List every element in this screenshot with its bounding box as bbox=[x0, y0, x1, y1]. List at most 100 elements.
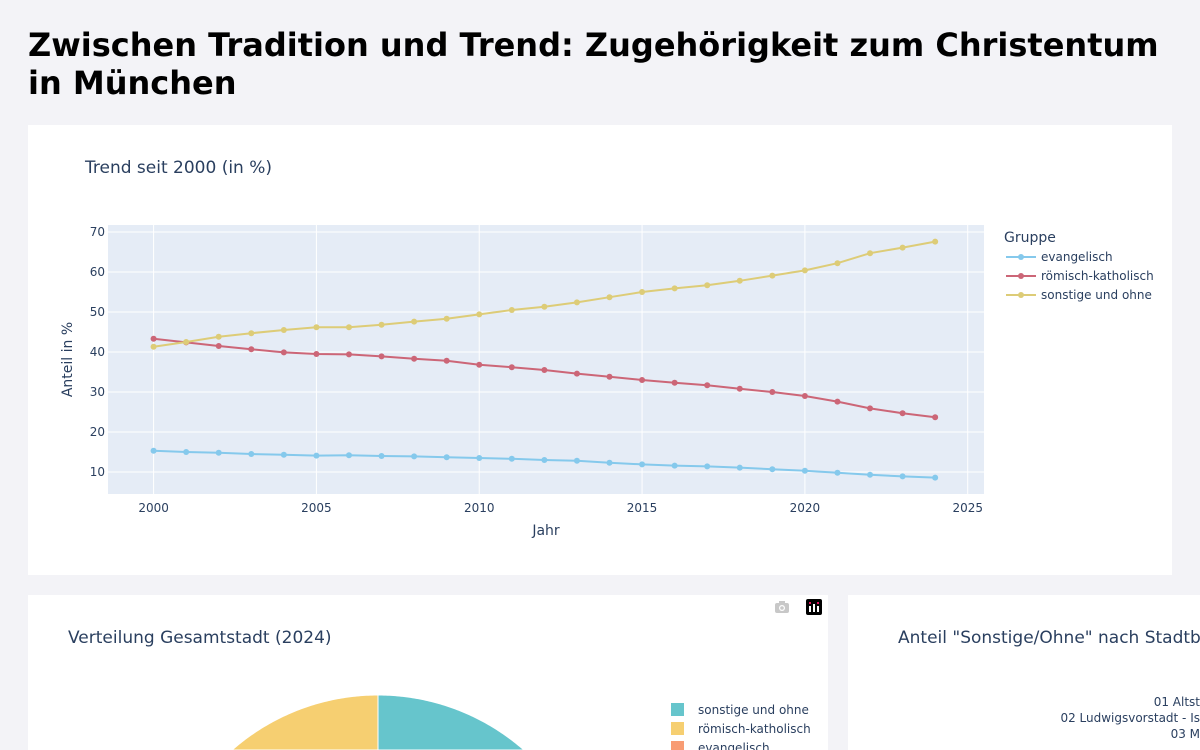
data-point bbox=[476, 361, 483, 368]
y-tick-label: 20 bbox=[90, 425, 105, 439]
page-title: Zwischen Tradition und Trend: Zugehörigk… bbox=[28, 26, 1159, 102]
data-point bbox=[280, 327, 287, 333]
data-point bbox=[378, 321, 385, 328]
data-point bbox=[606, 373, 613, 380]
data-point bbox=[573, 457, 580, 464]
data-point bbox=[932, 474, 939, 481]
data-point bbox=[313, 452, 320, 459]
data-point bbox=[639, 461, 646, 468]
data-point bbox=[801, 267, 808, 274]
x-axis-title: Jahr bbox=[531, 523, 560, 539]
data-point bbox=[508, 364, 515, 371]
legend-marker bbox=[1018, 292, 1024, 298]
camera-icon[interactable] bbox=[774, 600, 790, 614]
data-point bbox=[704, 463, 711, 470]
legend-label: sonstige und ohne bbox=[698, 703, 809, 717]
data-point bbox=[411, 453, 418, 460]
data-point bbox=[736, 464, 743, 471]
data-point bbox=[932, 414, 939, 421]
line-chart: 2000 2005 2010 2015 2020 2025 10 20 30 40 50 60 70 Ja… bbox=[60, 225, 1154, 539]
data-point bbox=[704, 282, 711, 289]
data-point bbox=[443, 357, 450, 364]
data-point bbox=[899, 410, 906, 417]
x-tick-label: 2010 bbox=[464, 501, 495, 515]
data-point bbox=[150, 343, 157, 350]
data-point bbox=[769, 272, 776, 279]
data-point bbox=[215, 449, 222, 456]
data-point bbox=[801, 467, 808, 474]
data-point bbox=[834, 469, 841, 476]
data-point bbox=[801, 393, 808, 399]
y-tick-label: 30 bbox=[90, 385, 105, 399]
data-point bbox=[476, 455, 483, 461]
data-point bbox=[378, 453, 385, 459]
y-tick-label: 70 bbox=[90, 225, 105, 239]
pie-chart-card: Verteilung Gesamtstadt (2024) sonstige u… bbox=[28, 595, 828, 750]
y-tick-label: 50 bbox=[90, 305, 105, 319]
data-point bbox=[248, 451, 255, 457]
data-point bbox=[378, 353, 385, 360]
chart-title: Verteilung Gesamtstadt (2024) bbox=[68, 628, 332, 648]
plotly-logo-icon[interactable] bbox=[806, 599, 822, 615]
bar-category-label: 02 Ludwigsvorstadt - Is bbox=[1060, 711, 1200, 725]
x-tick-label: 2020 bbox=[790, 501, 821, 515]
data-point bbox=[736, 385, 743, 392]
pie-slice bbox=[231, 694, 379, 750]
data-point bbox=[867, 250, 874, 257]
data-point bbox=[150, 447, 157, 454]
data-point bbox=[183, 449, 190, 455]
data-point bbox=[541, 367, 548, 373]
bar-category-label: 03 M bbox=[1170, 727, 1200, 741]
data-point bbox=[248, 346, 255, 353]
data-point bbox=[834, 398, 841, 405]
legend-swatch bbox=[671, 722, 684, 735]
data-point bbox=[345, 452, 352, 459]
trend-chart-card: Trend seit 2000 (in %) 2000 2005 2010 2015 2… bbox=[28, 125, 1172, 575]
y-tick-label: 10 bbox=[90, 465, 105, 479]
pie-chart: sonstige und ohne römisch-katholisch evang… bbox=[231, 694, 811, 750]
data-point bbox=[280, 451, 287, 458]
x-tick-label: 2025 bbox=[952, 501, 983, 515]
legend-swatch bbox=[671, 703, 684, 716]
data-point bbox=[899, 244, 906, 251]
data-point bbox=[736, 277, 743, 284]
data-point bbox=[280, 349, 287, 356]
data-point bbox=[215, 333, 222, 340]
legend-label: evangelisch bbox=[1041, 250, 1113, 264]
data-point bbox=[769, 466, 776, 473]
data-point bbox=[769, 389, 776, 395]
pie-slice bbox=[377, 694, 525, 750]
data-point bbox=[606, 459, 613, 466]
data-point bbox=[345, 324, 352, 331]
legend-title: Gruppe bbox=[1004, 230, 1056, 246]
data-point bbox=[867, 471, 874, 478]
data-point bbox=[313, 324, 320, 331]
legend-marker bbox=[1018, 273, 1024, 279]
chart-title: Anteil "Sonstige/Ohne" nach Stadtb bbox=[898, 628, 1200, 648]
y-axis-title: Anteil in % bbox=[60, 322, 76, 397]
data-point bbox=[867, 405, 874, 412]
legend-marker bbox=[1018, 254, 1024, 260]
data-point bbox=[443, 454, 450, 461]
y-tick-label: 40 bbox=[90, 345, 105, 359]
data-point bbox=[508, 455, 515, 462]
legend-swatch bbox=[671, 741, 684, 750]
data-point bbox=[183, 339, 190, 345]
data-point bbox=[248, 330, 255, 337]
data-point bbox=[639, 289, 646, 295]
data-point bbox=[541, 457, 548, 463]
data-point bbox=[541, 303, 548, 310]
data-point bbox=[411, 355, 418, 362]
data-point bbox=[671, 462, 678, 469]
data-point bbox=[606, 294, 613, 301]
legend-label: sonstige und ohne bbox=[1041, 288, 1152, 302]
legend-label: evangelisch bbox=[698, 741, 770, 750]
legend-label: römisch-katholisch bbox=[1041, 269, 1154, 283]
data-point bbox=[639, 377, 646, 383]
data-point bbox=[573, 299, 580, 306]
data-point bbox=[573, 370, 580, 377]
data-point bbox=[313, 351, 320, 357]
data-point bbox=[443, 315, 450, 322]
data-point bbox=[899, 473, 906, 480]
data-point bbox=[215, 343, 222, 349]
